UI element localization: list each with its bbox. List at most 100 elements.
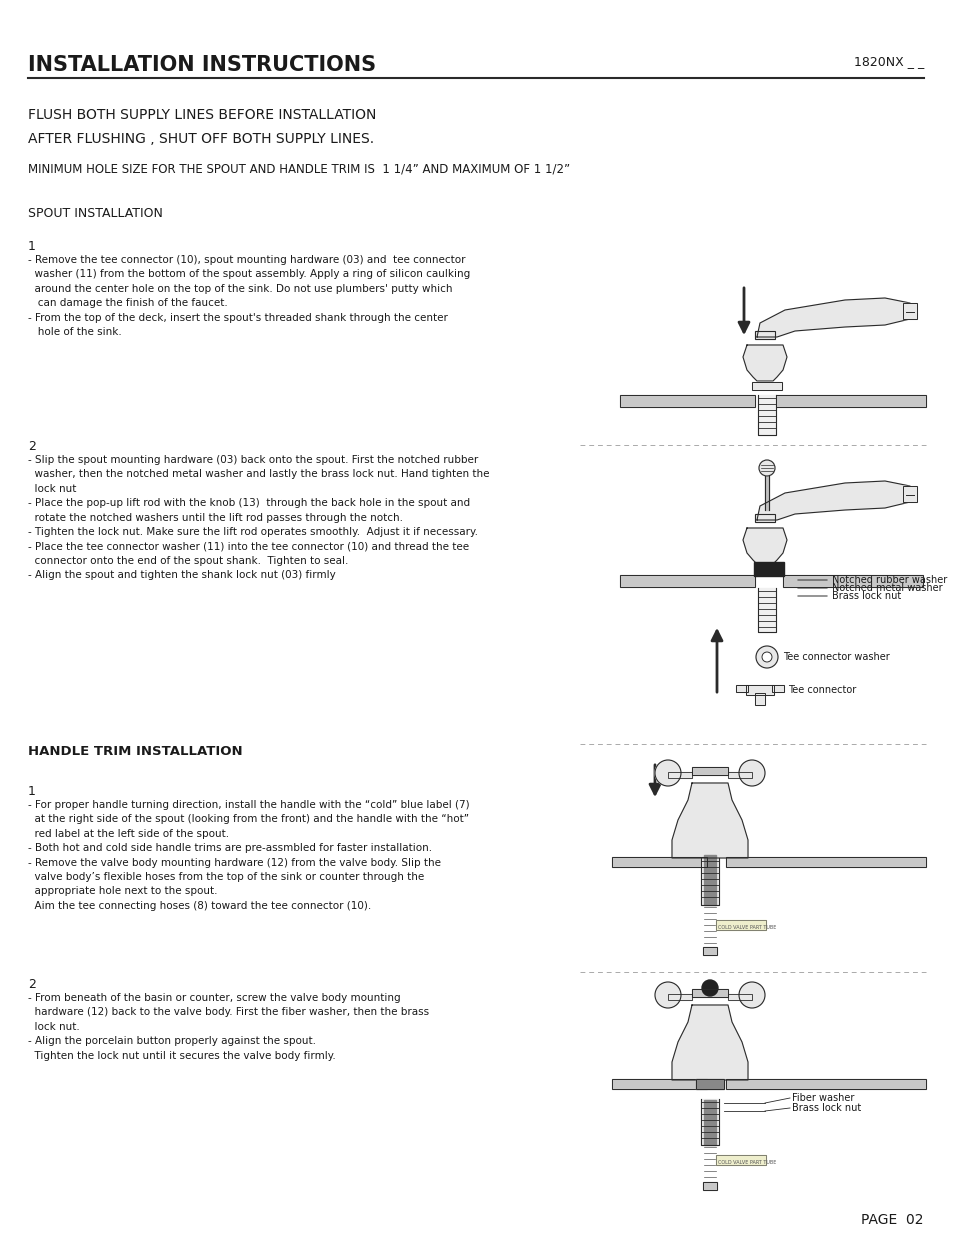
Bar [667,772,691,778]
Bar [667,994,691,1000]
Text: - Remove the tee connector (10), spout mounting hardware (03) and  tee connector: - Remove the tee connector (10), spout m… [28,254,470,337]
Bar [700,1099,719,1145]
Bar [716,1155,765,1165]
Circle shape [755,646,778,668]
Bar [753,562,783,576]
Bar [771,685,783,692]
Bar [727,994,751,1000]
Bar [727,772,751,778]
Bar [775,395,925,408]
Text: 1: 1 [28,240,36,253]
Text: AFTER FLUSHING , SHUT OFF BOTH SUPPLY LINES.: AFTER FLUSHING , SHUT OFF BOTH SUPPLY LI… [28,132,374,146]
Bar [771,685,783,692]
Text: PAGE  02: PAGE 02 [861,1213,923,1228]
Bar [725,1079,925,1089]
Bar [667,994,691,1000]
Bar [754,331,774,338]
Bar [716,1155,765,1165]
Text: Tee connector washer: Tee connector washer [782,652,889,662]
Bar [758,588,775,632]
Polygon shape [757,298,912,337]
Bar [735,685,747,692]
Bar [702,947,717,955]
Bar [667,772,691,778]
Bar [619,395,754,408]
Bar [725,1079,925,1089]
Bar [745,685,773,695]
Text: 1: 1 [28,785,36,798]
Bar [716,920,765,930]
Text: Fiber washer: Fiber washer [791,1093,854,1103]
Polygon shape [757,480,912,520]
Text: Brass lock nut: Brass lock nut [831,592,901,601]
Bar [754,514,774,522]
Bar [612,1079,706,1089]
Bar [702,1182,717,1191]
Bar [775,395,925,408]
Bar [754,331,774,338]
Circle shape [655,982,680,1008]
Text: Brass lock nut: Brass lock nut [791,1103,861,1113]
Circle shape [701,981,718,995]
Bar [758,395,775,435]
Bar [754,693,764,705]
Bar [612,1079,706,1089]
Bar [902,303,916,319]
Circle shape [655,760,680,785]
Bar [725,857,925,867]
Circle shape [761,652,771,662]
Bar [764,468,768,510]
Text: INSTALLATION INSTRUCTIONS: INSTALLATION INSTRUCTIONS [28,56,375,75]
Bar [751,382,781,390]
Text: 2: 2 [28,978,36,990]
Bar [725,857,925,867]
Text: Notched metal washer: Notched metal washer [831,583,942,593]
Bar [691,767,727,776]
Bar [696,1079,723,1089]
Text: - Slip the spout mounting hardware (03) back onto the spout. First the notched r: - Slip the spout mounting hardware (03) … [28,454,489,580]
Bar [691,989,727,997]
Polygon shape [742,529,786,564]
Bar [782,576,923,587]
Text: COLD VALVE PART TUBE: COLD VALVE PART TUBE [718,925,776,930]
Bar [716,920,765,930]
Bar [751,382,781,390]
Bar [727,772,751,778]
Circle shape [739,760,764,785]
Bar [727,994,751,1000]
Bar [696,1079,723,1089]
Bar [691,767,727,776]
Text: Notched rubber washer: Notched rubber washer [831,576,946,585]
Bar [703,855,716,905]
Text: FLUSH BOTH SUPPLY LINES BEFORE INSTALLATION: FLUSH BOTH SUPPLY LINES BEFORE INSTALLAT… [28,107,376,122]
Text: MINIMUM HOLE SIZE FOR THE SPOUT AND HANDLE TRIM IS  1 1/4” AND MAXIMUM OF 1 1/2”: MINIMUM HOLE SIZE FOR THE SPOUT AND HAND… [28,162,570,175]
Bar [902,303,916,319]
Text: HANDLE TRIM INSTALLATION: HANDLE TRIM INSTALLATION [28,745,242,758]
Bar [612,857,706,867]
Text: SPOUT INSTALLATION: SPOUT INSTALLATION [28,207,163,220]
Bar [902,487,916,501]
Text: COLD VALVE PART TUBE: COLD VALVE PART TUBE [718,1160,776,1165]
Bar [619,576,754,587]
Bar [619,576,754,587]
Bar [735,685,747,692]
Bar [703,1100,716,1145]
Bar [745,685,773,695]
Bar [754,514,774,522]
Bar [612,857,706,867]
Bar [782,576,923,587]
Bar [700,858,719,905]
Bar [702,1182,717,1191]
Circle shape [759,459,774,475]
Polygon shape [742,345,786,382]
Circle shape [739,982,764,1008]
Bar [902,487,916,501]
Text: Tee connector: Tee connector [787,685,856,695]
Bar [702,947,717,955]
Text: - For proper handle turning direction, install the handle with the “cold” blue l: - For proper handle turning direction, i… [28,800,469,910]
Polygon shape [671,1005,747,1079]
Bar [619,395,754,408]
Text: - From beneath of the basin or counter, screw the valve body mounting
  hardware: - From beneath of the basin or counter, … [28,993,429,1061]
Bar [691,989,727,997]
Bar [754,693,764,705]
